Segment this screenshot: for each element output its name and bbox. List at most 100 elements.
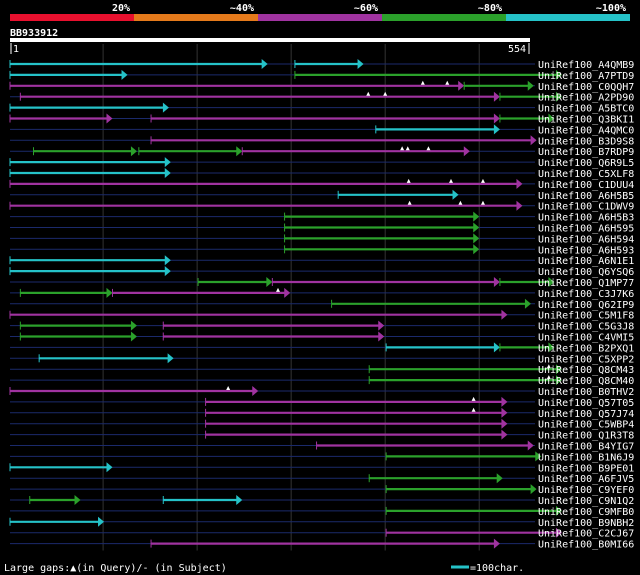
hit-row[interactable]: UniRef100_B0THV2: [9, 386, 634, 398]
hit-row[interactable]: UniRef100_B7RDP9: [10, 146, 634, 158]
hit-row[interactable]: UniRef100_A7PTD9: [9, 69, 634, 82]
hit-row[interactable]: UniRef100_A6H595: [10, 222, 634, 235]
hit-name-label[interactable]: UniRef100_A2PD90: [538, 93, 634, 104]
hit-row[interactable]: UniRef100_A4QMB9: [9, 59, 634, 71]
hit-row[interactable]: UniRef100_A6H594: [10, 233, 634, 245]
hit-name-label[interactable]: UniRef100_B9PE01: [538, 463, 634, 474]
hit-segment-arrow: [357, 59, 364, 69]
hit-row[interactable]: UniRef100_A6FJV5: [10, 473, 634, 485]
hit-name-label[interactable]: UniRef100_A6H5B3: [538, 213, 634, 224]
hit-name-label[interactable]: UniRef100_C5G3J8: [538, 322, 634, 333]
hit-name-label[interactable]: UniRef100_A6FJV5: [538, 474, 634, 485]
hit-row[interactable]: UniRef100_B4YIG7: [10, 440, 634, 453]
hit-row[interactable]: UniRef100_B9NBH2: [9, 516, 634, 529]
hit-name-label[interactable]: UniRef100_B7RDP9: [538, 147, 634, 158]
hit-row[interactable]: UniRef100_A6H5B3: [10, 211, 634, 224]
hit-row[interactable]: UniRef100_C4VMI5: [10, 331, 634, 344]
hit-row[interactable]: UniRef100_Q8CM43: [10, 364, 634, 376]
hit-name-label[interactable]: UniRef100_A6H594: [538, 234, 634, 245]
hit-row[interactable]: UniRef100_C5XLF8: [9, 168, 634, 180]
hit-name-label[interactable]: UniRef100_Q3BKI1: [538, 115, 634, 126]
hit-row[interactable]: UniRef100_A6H593: [10, 244, 634, 256]
hit-row[interactable]: UniRef100_B0MI66: [10, 538, 634, 551]
hit-row[interactable]: UniRef100_C9N1Q2: [10, 495, 634, 507]
hit-row[interactable]: UniRef100_C9YEF0: [10, 484, 634, 496]
hit-row[interactable]: UniRef100_B3D9S8: [10, 135, 634, 147]
hit-segment-arrow: [493, 277, 500, 287]
query-gap-marker: [480, 178, 485, 183]
hit-name-label[interactable]: UniRef100_A6H593: [538, 245, 634, 256]
hit-row[interactable]: UniRef100_B2PXQ1: [10, 342, 634, 354]
hit-row[interactable]: UniRef100_Q8CM40: [10, 375, 634, 387]
hit-row[interactable]: UniRef100_A2PD90: [10, 91, 634, 104]
hit-row[interactable]: UniRef100_Q1MP77: [10, 277, 634, 289]
hit-row[interactable]: UniRef100_Q57J74: [10, 407, 634, 420]
hit-segment-arrow: [452, 189, 459, 200]
hit-name-label[interactable]: UniRef100_B1N6J9: [538, 452, 634, 463]
query-gap-marker: [458, 200, 463, 205]
hit-segment-arrow: [378, 320, 385, 331]
hit-segment-arrow: [493, 342, 500, 353]
hit-row[interactable]: UniRef100_Q57T05: [10, 396, 634, 409]
hit-name-label[interactable]: UniRef100_C9YEF0: [538, 485, 634, 496]
hit-name-label[interactable]: UniRef100_C5XPP2: [538, 354, 634, 365]
hit-name-label[interactable]: UniRef100_C5XLF8: [538, 169, 634, 180]
hit-name-label[interactable]: UniRef100_Q57T05: [538, 398, 634, 409]
hit-name-label[interactable]: UniRef100_C0QQH7: [538, 82, 634, 93]
hit-row[interactable]: UniRef100_C3J7K6: [10, 287, 634, 300]
hit-name-label[interactable]: UniRef100_C9MFB0: [538, 507, 634, 518]
hit-row[interactable]: UniRef100_C1DWV9: [9, 200, 634, 213]
hit-row[interactable]: UniRef100_A5BTC0: [9, 102, 634, 115]
hit-row[interactable]: UniRef100_C5WBP4: [10, 418, 634, 431]
hit-name-label[interactable]: UniRef100_A6N1E1: [538, 256, 634, 267]
hit-name-label[interactable]: UniRef100_Q6YSQ6: [538, 267, 634, 278]
hit-name-label[interactable]: UniRef100_A4QMC0: [538, 125, 634, 136]
hit-row[interactable]: UniRef100_A4QMC0: [10, 124, 634, 136]
hit-row[interactable]: UniRef100_C5G3J8: [10, 320, 634, 333]
hit-row[interactable]: UniRef100_Q62IP9: [10, 298, 634, 311]
hit-name-label[interactable]: UniRef100_Q57J74: [538, 409, 634, 420]
hit-row[interactable]: UniRef100_C1DUU4: [9, 178, 634, 191]
hit-name-label[interactable]: UniRef100_C4VMI5: [538, 333, 634, 344]
hit-name-label[interactable]: UniRef100_B9NBH2: [538, 518, 634, 529]
hit-name-label[interactable]: UniRef100_C1DWV9: [538, 202, 634, 213]
hit-row[interactable]: UniRef100_B9PE01: [9, 462, 634, 474]
hit-name-label[interactable]: UniRef100_Q62IP9: [538, 300, 634, 311]
hit-name-label[interactable]: UniRef100_A5BTC0: [538, 104, 634, 115]
hit-name-label[interactable]: UniRef100_B3D9S8: [538, 136, 634, 147]
hit-row[interactable]: UniRef100_Q3BKI1: [9, 113, 634, 126]
hit-name-label[interactable]: UniRef100_C1DUU4: [538, 180, 634, 191]
hit-row[interactable]: UniRef100_B1N6J9: [10, 451, 634, 463]
hit-row[interactable]: UniRef100_A6N1E1: [9, 255, 634, 267]
hit-name-label[interactable]: UniRef100_C9N1Q2: [538, 496, 634, 507]
hit-name-label[interactable]: UniRef100_A6H595: [538, 224, 634, 235]
hit-name-label[interactable]: UniRef100_C5M1F8: [538, 311, 634, 322]
hit-segment-arrow: [106, 287, 113, 298]
hit-row[interactable]: UniRef100_C5XPP2: [10, 353, 634, 365]
hit-name-label[interactable]: UniRef100_B2PXQ1: [538, 343, 634, 354]
hit-name-label[interactable]: UniRef100_Q1MP77: [538, 278, 634, 289]
hit-name-label[interactable]: UniRef100_Q8CM43: [538, 365, 634, 376]
hit-row[interactable]: UniRef100_Q1R3T8: [10, 429, 634, 442]
hit-row[interactable]: UniRef100_C5M1F8: [9, 309, 634, 322]
hit-row[interactable]: UniRef100_Q6R9L5: [9, 157, 634, 169]
hit-name-label[interactable]: UniRef100_A7PTD9: [538, 71, 634, 82]
hit-row[interactable]: UniRef100_C0QQH7: [9, 80, 634, 93]
hit-name-label[interactable]: UniRef100_Q1R3T8: [538, 431, 634, 442]
hit-row[interactable]: UniRef100_A6H5B5: [10, 189, 634, 202]
hit-name-label[interactable]: UniRef100_B4YIG7: [538, 442, 634, 453]
hit-name-label[interactable]: UniRef100_A4QMB9: [538, 60, 634, 71]
hit-row[interactable]: UniRef100_C2CJ67: [10, 527, 634, 540]
hit-name-label[interactable]: UniRef100_C2CJ67: [538, 529, 634, 540]
hit-name-label[interactable]: UniRef100_A6H5B5: [538, 191, 634, 202]
hit-row[interactable]: UniRef100_C9MFB0: [10, 505, 634, 518]
hit-name-label[interactable]: UniRef100_B0THV2: [538, 387, 634, 398]
hit-segment-arrow: [98, 516, 105, 527]
hit-name-label[interactable]: UniRef100_Q6R9L5: [538, 158, 634, 169]
hit-row[interactable]: UniRef100_Q6YSQ6: [9, 266, 634, 278]
hit-name-label[interactable]: UniRef100_Q8CM40: [538, 376, 634, 387]
hit-name-label[interactable]: UniRef100_C5WBP4: [538, 420, 634, 431]
hit-segment-arrow: [493, 124, 500, 135]
hit-name-label[interactable]: UniRef100_C3J7K6: [538, 289, 634, 300]
hit-name-label[interactable]: UniRef100_B0MI66: [538, 540, 634, 551]
